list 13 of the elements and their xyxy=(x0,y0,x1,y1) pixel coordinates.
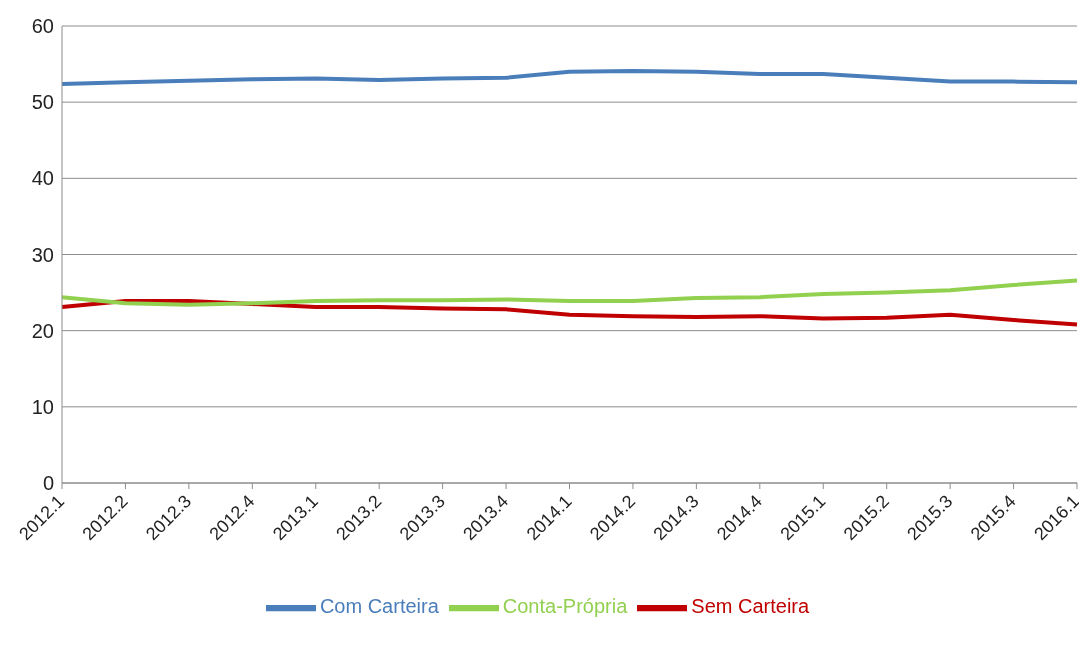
y-tick-label: 40 xyxy=(31,167,54,190)
y-tick-label: 10 xyxy=(31,395,54,418)
y-tick-label: 50 xyxy=(31,91,54,114)
y-tick-label: 60 xyxy=(31,15,54,38)
y-tick-label: 30 xyxy=(31,243,54,266)
legend-label: Com Carteira xyxy=(319,595,439,618)
legend-label: Sem Carteira xyxy=(691,595,810,618)
line-series xyxy=(60,298,1079,327)
y-tick-label: 20 xyxy=(31,319,54,342)
y-tick-label: 0 xyxy=(42,472,54,495)
line-series xyxy=(60,278,1079,307)
line-series xyxy=(60,68,1079,86)
legend-label: Conta-Própria xyxy=(502,595,628,618)
